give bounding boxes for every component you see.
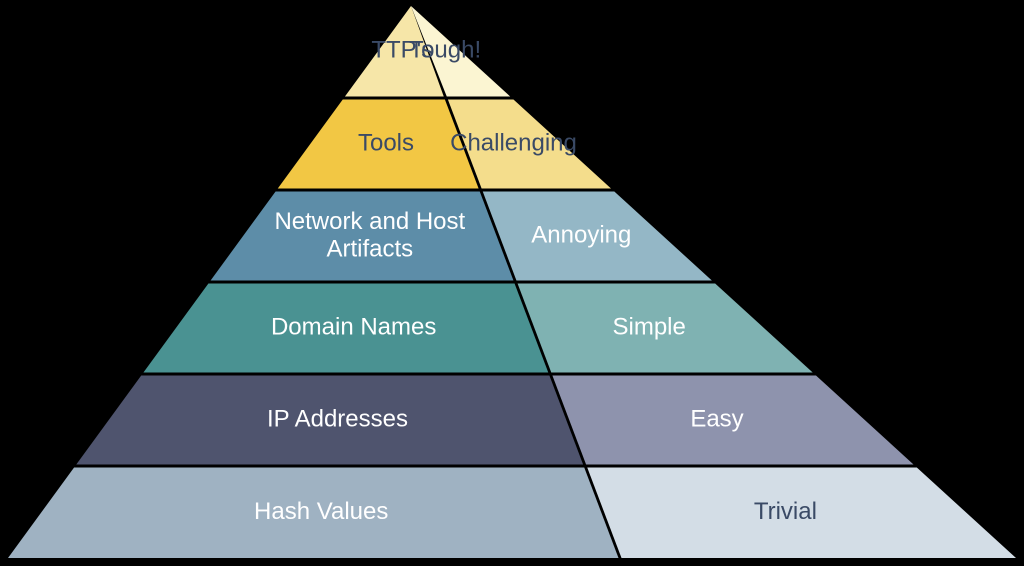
pyramid-right-label-0: Tough!	[409, 37, 481, 64]
pyramid-right-label-2: Annoying	[531, 221, 631, 248]
pyramid-right-label-4: Easy	[690, 405, 743, 432]
pyramid-right-label-1: Challenging	[450, 129, 577, 156]
pyramid-left-label-1: Tools	[358, 129, 414, 156]
pyramid-right-label-3: Simple	[612, 313, 685, 340]
pyramid-right-label-5: Trivial	[754, 498, 817, 525]
pyramid-diagram: TTP'sTough!ToolsChallengingNetwork and H…	[0, 0, 1024, 566]
pyramid-left-label-4: IP Addresses	[267, 405, 408, 432]
pyramid-left-label-3: Domain Names	[271, 313, 436, 340]
pyramid-left-label-5: Hash Values	[254, 498, 388, 525]
